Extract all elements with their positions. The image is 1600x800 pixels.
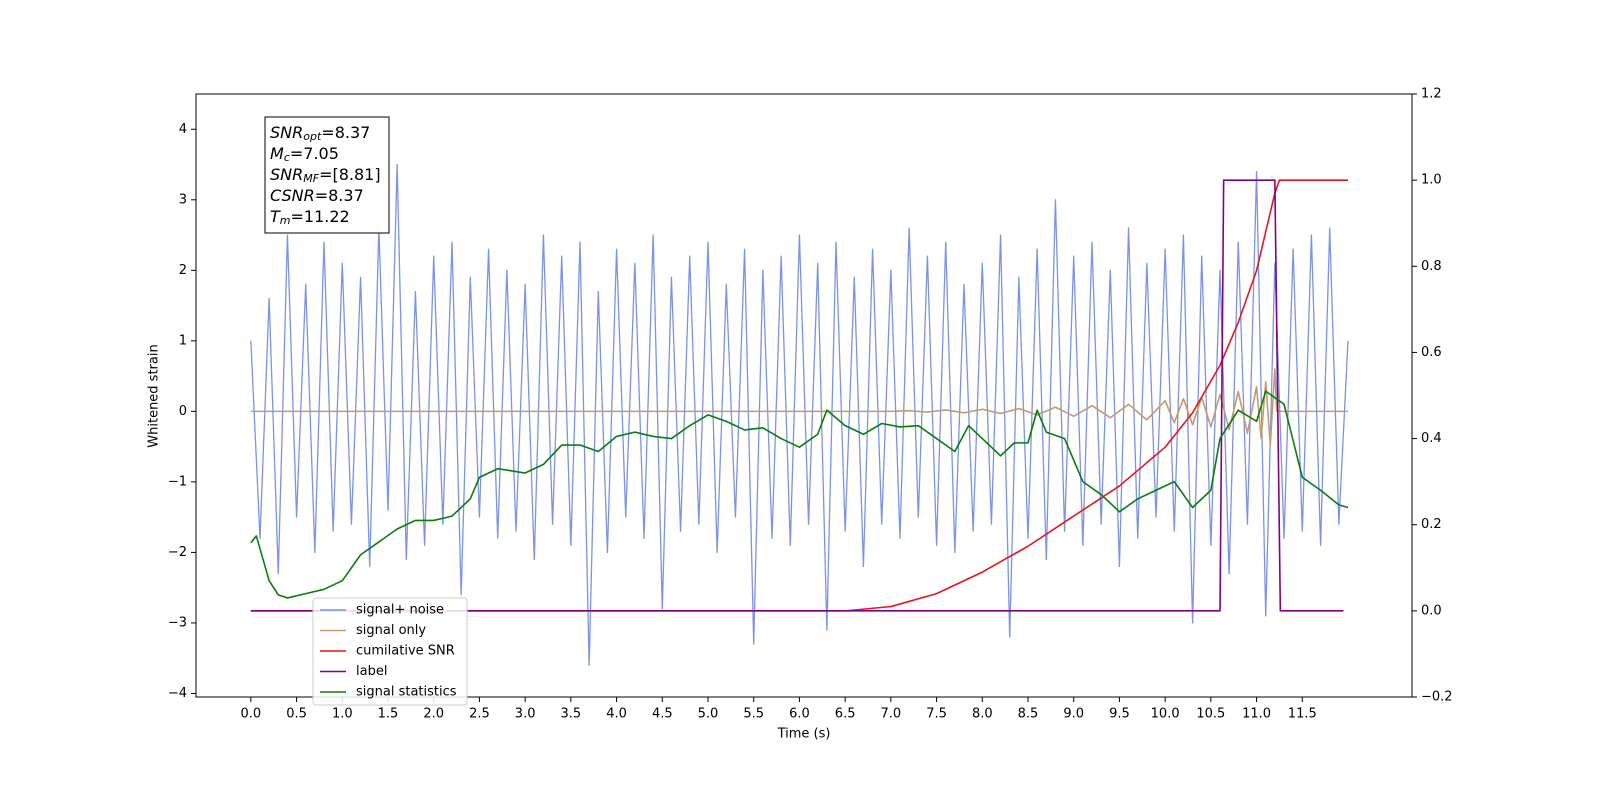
y2-tick-label: 0.8 <box>1421 259 1442 274</box>
annotation-subscript: MF <box>303 172 319 185</box>
annotation-box <box>264 116 390 234</box>
annotation: SNRopt=8.37 <box>270 123 370 144</box>
annotation: SNRMF=[8.81] <box>270 165 381 186</box>
annotation-symbol: CSNR <box>270 186 315 205</box>
x-tick-label: 11.0 <box>1242 707 1271 722</box>
x-tick-label: 0.5 <box>286 707 307 722</box>
annotation: Tm=11.22 <box>270 207 350 228</box>
x-tick-label: 10.0 <box>1151 707 1180 722</box>
annotation-subscript: m <box>280 214 291 227</box>
y2-tick-label: 1.2 <box>1421 87 1442 102</box>
y-axis-label: Whitened strain <box>147 344 162 447</box>
annotation-symbol: M <box>270 144 284 163</box>
legend-label: signal only <box>356 623 426 638</box>
x-axis-label: Time (s) <box>777 727 831 742</box>
x-tick-label: 4.5 <box>652 707 673 722</box>
y-tick-label: 2 <box>179 263 187 278</box>
annotation: Mc=7.05 <box>270 144 339 165</box>
x-tick-label: 3.0 <box>515 707 536 722</box>
y2-tick-label: −0.2 <box>1421 690 1453 705</box>
y-tick-label: −4 <box>168 686 187 701</box>
legend-box <box>312 597 468 706</box>
annotation: CSNR=8.37 <box>270 186 364 205</box>
x-tick-label: 4.0 <box>606 707 627 722</box>
annotation-symbol: SNR <box>270 165 303 184</box>
x-tick-label: 5.0 <box>698 707 719 722</box>
x-tick-label: 1.0 <box>332 707 353 722</box>
y2-tick-label: 0.2 <box>1421 517 1442 532</box>
x-tick-label: 1.5 <box>378 707 399 722</box>
x-tick-label: 9.5 <box>1109 707 1130 722</box>
x-tick-label: 11.5 <box>1288 707 1317 722</box>
x-tick-label: 8.0 <box>972 707 993 722</box>
legend-label: signal statistics <box>356 685 457 700</box>
x-tick-label: 7.5 <box>926 707 947 722</box>
annotation-subscript: opt <box>303 130 322 143</box>
y-tick-label: 3 <box>179 192 187 207</box>
y-tick-label: −1 <box>168 474 187 489</box>
y2-tick-label: 0.6 <box>1421 345 1442 360</box>
y-tick-label: 4 <box>179 122 187 137</box>
axes-frame <box>195 93 1413 698</box>
series-line <box>250 179 1344 612</box>
y-tick-label: −2 <box>168 545 187 560</box>
x-tick-label: 2.0 <box>423 707 444 722</box>
annotation-value: =[8.81] <box>319 165 381 184</box>
y-tick-label: −3 <box>168 615 187 630</box>
series-line <box>250 368 1348 446</box>
annotation-subscript: c <box>284 151 290 164</box>
y2-tick-label: 0.0 <box>1421 603 1442 618</box>
annotation-symbol: SNR <box>270 123 303 142</box>
y-tick-label: 0 <box>179 404 187 419</box>
x-tick-label: 10.5 <box>1196 707 1225 722</box>
x-tick-label: 9.0 <box>1063 707 1084 722</box>
y2-tick-label: 1.0 <box>1421 173 1442 188</box>
x-tick-label: 5.5 <box>743 707 764 722</box>
annotation-value: =7.05 <box>290 144 339 163</box>
annotation-value: =8.37 <box>321 123 370 142</box>
annotation-value: =11.22 <box>291 207 350 226</box>
series-line <box>250 163 1349 666</box>
x-tick-label: 0.0 <box>241 707 262 722</box>
series-line <box>250 390 1349 599</box>
x-tick-label: 2.5 <box>469 707 490 722</box>
legend-label: cumilative SNR <box>356 644 455 659</box>
legend-label: signal+ noise <box>356 603 444 618</box>
x-tick-label: 3.5 <box>561 707 582 722</box>
x-tick-label: 6.0 <box>789 707 810 722</box>
x-tick-label: 7.0 <box>881 707 902 722</box>
x-tick-label: 8.5 <box>1018 707 1039 722</box>
legend-label: label <box>356 664 387 679</box>
x-tick-label: 6.5 <box>835 707 856 722</box>
y-tick-label: 1 <box>179 333 187 348</box>
series-line <box>250 179 1348 612</box>
annotation-symbol: T <box>270 207 281 226</box>
y2-tick-label: 0.4 <box>1421 431 1442 446</box>
annotation-value: =8.37 <box>315 186 364 205</box>
